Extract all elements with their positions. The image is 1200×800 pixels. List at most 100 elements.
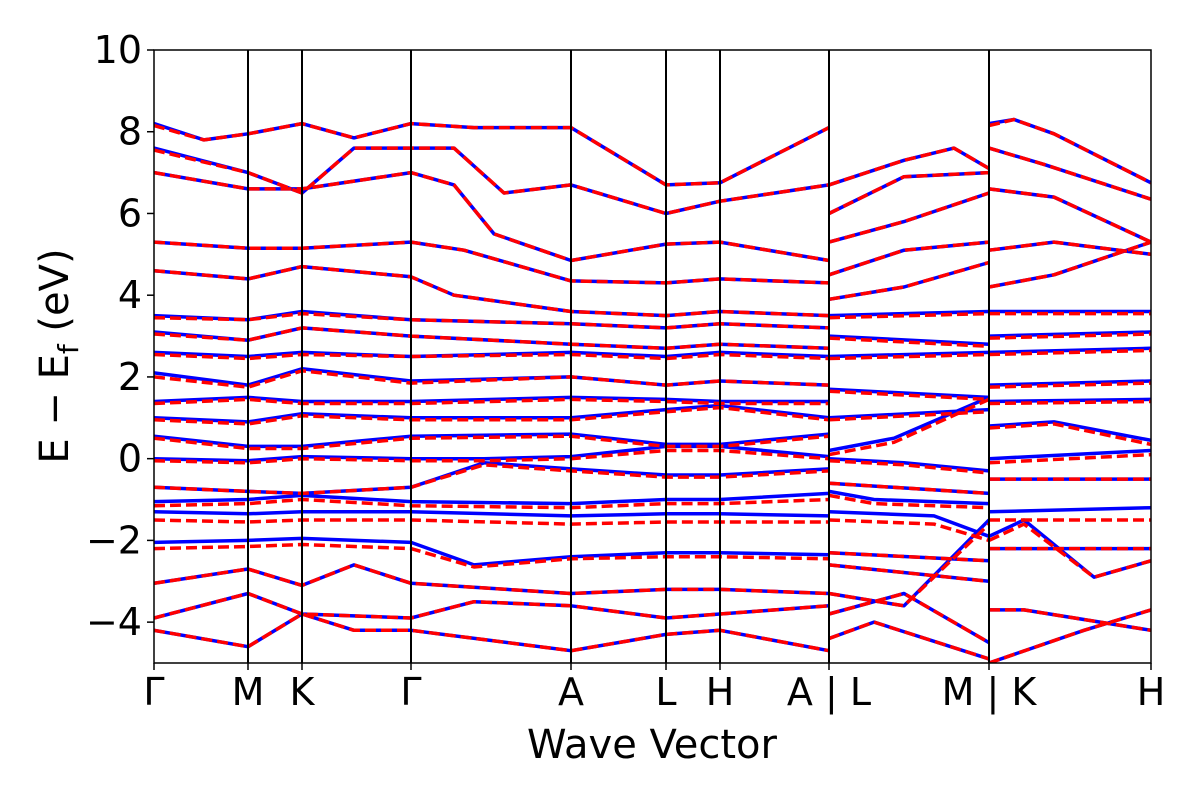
y-tick-label-2: 0 — [118, 437, 142, 481]
dashed-band-17 — [154, 563, 830, 596]
dashed-band-1 — [154, 146, 830, 216]
solid-band-46 — [988, 330, 1151, 338]
dashed-band-36 — [828, 563, 990, 584]
solid-band-34 — [828, 510, 990, 538]
dashed-band-57 — [988, 608, 1151, 663]
dashed-band-18 — [154, 591, 830, 620]
dashed-band-19 — [154, 612, 830, 653]
solid-band-16 — [154, 536, 830, 567]
x-tick-label-9: H — [1137, 670, 1166, 714]
dashed-band-22 — [828, 191, 990, 244]
dashed-band-28 — [828, 389, 990, 402]
solid-band-29 — [828, 407, 990, 420]
y-axis-ticks: −4 −2 0 2 4 6 8 10 — [86, 28, 154, 644]
solid-band-51 — [988, 448, 1151, 461]
dashed-band-24 — [828, 260, 990, 302]
dashed-band-41 — [988, 146, 1151, 201]
dashed-band-54 — [988, 522, 1151, 579]
x-tick-label-5: L — [655, 670, 676, 714]
dashed-band-30 — [828, 397, 990, 457]
dashed-band-47 — [988, 348, 1151, 357]
dashed-band-40 — [988, 117, 1151, 185]
solid-band-26 — [828, 334, 990, 346]
dashed-band-16 — [154, 542, 830, 569]
solid-band-33 — [828, 489, 990, 506]
dashed-band-21 — [828, 170, 990, 216]
solid-band-31 — [828, 456, 990, 473]
solid-band-50 — [988, 420, 1151, 443]
y-tick-label-3: 2 — [118, 355, 142, 399]
solid-band-25 — [828, 309, 990, 318]
solid-band-10 — [154, 403, 830, 424]
dashed-band-32 — [828, 481, 990, 496]
dashed-band-42 — [988, 187, 1151, 244]
dashed-band-12 — [154, 448, 830, 465]
dashed-band-8 — [154, 369, 830, 389]
solid-band-30 — [828, 395, 990, 453]
dashed-band-7 — [154, 352, 830, 361]
dashed-band-10 — [154, 405, 830, 426]
dashed-band-25 — [828, 311, 990, 320]
solid-band-11 — [154, 432, 830, 449]
dashed-band-49 — [988, 399, 1151, 406]
y-tick-label-4: 4 — [118, 273, 142, 317]
y-tick-label-7: 10 — [94, 28, 142, 72]
dashed-band-27 — [828, 352, 990, 361]
solid-band-47 — [988, 346, 1151, 355]
y-label-unit: (eV) — [32, 248, 78, 344]
high-symmetry-lines — [247, 50, 990, 663]
x-tick-label-0: Γ — [143, 670, 164, 714]
dashed-band-43 — [988, 240, 1151, 257]
y-label-part-e: E — [32, 438, 78, 463]
plot-frame — [153, 49, 1152, 664]
dashed-band-51 — [988, 452, 1151, 465]
dashed-band-6 — [154, 326, 830, 351]
solid-band-27 — [828, 350, 990, 359]
y-tick-label-0: −4 — [86, 600, 142, 644]
solid-band-28 — [828, 387, 990, 400]
dashed-band-11 — [154, 434, 830, 451]
solid-band-15 — [154, 510, 830, 518]
y-tick-label-5: 6 — [118, 191, 142, 235]
x-axis-label: Wave Vector — [527, 722, 778, 768]
dashed-band-50 — [988, 422, 1151, 447]
dashed-band-3 — [154, 240, 830, 285]
dashed-band-13 — [154, 463, 830, 496]
y-label-subscript: f — [52, 343, 85, 354]
dashed-band-31 — [828, 458, 990, 475]
dashed-band-34 — [828, 518, 990, 543]
dashed-band-46 — [988, 332, 1151, 340]
dashed-band-14 — [154, 497, 830, 510]
x-tick-label-6: H — [706, 670, 735, 714]
dashed-band-33 — [828, 493, 990, 510]
dashed-band-38 — [828, 591, 990, 645]
x-tick-label-1: M — [232, 670, 265, 714]
x-tick-label-8: M | K — [942, 670, 1038, 715]
y-label-part-minus: − E — [32, 354, 78, 438]
x-tick-label-3: Γ — [400, 670, 421, 714]
dashed-band-4 — [154, 264, 830, 318]
band-lines — [154, 117, 1151, 663]
dashed-band-35 — [828, 550, 990, 563]
dashed-band-2 — [154, 170, 830, 263]
dashed-band-23 — [828, 240, 990, 277]
dashed-band-29 — [828, 409, 990, 422]
y-axis-label: E − Ef (eV) — [32, 248, 85, 463]
dashed-band-44 — [988, 240, 1151, 289]
dashed-band-9 — [154, 397, 829, 406]
dashed-band-56 — [989, 608, 1151, 633]
x-tick-label-7: A | L — [787, 670, 871, 715]
dashed-band-15 — [154, 518, 829, 526]
dashed-band-48 — [988, 381, 1151, 389]
solid-band-53 — [988, 505, 1151, 514]
dashed-band-37 — [828, 522, 991, 608]
dashed-band-20 — [828, 146, 990, 187]
x-tick-label-2: K — [290, 670, 316, 714]
y-tick-label-1: −2 — [86, 518, 142, 562]
solid-band-9 — [154, 395, 829, 404]
dashed-band-39 — [828, 620, 990, 661]
solid-band-14 — [154, 491, 830, 506]
dashed-band-5 — [154, 311, 830, 330]
